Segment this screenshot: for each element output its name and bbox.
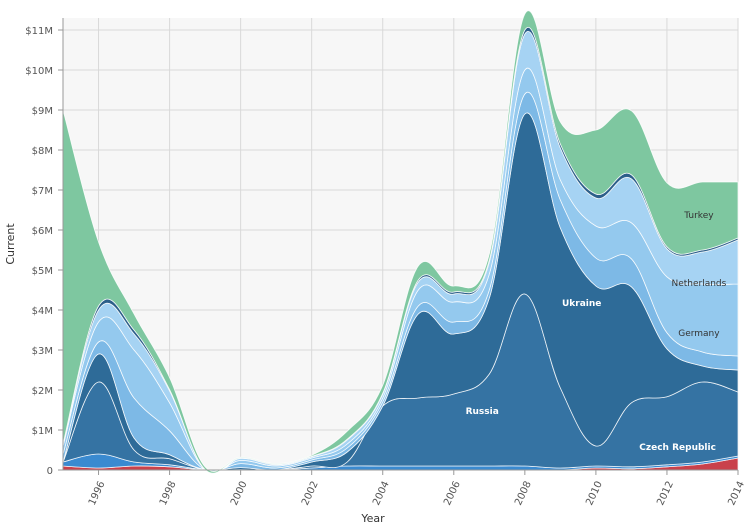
x-tick-label: 2008 (513, 480, 534, 508)
y-tick-label: $2M (32, 386, 53, 397)
x-tick-label: 1998 (158, 480, 179, 508)
y-tick-label: $11M (25, 26, 53, 37)
y-tick-label: $6M (32, 226, 53, 237)
y-axis-title: Current (4, 223, 17, 265)
y-tick-label: $4M (32, 306, 53, 317)
series-label-germany: Germany (678, 329, 720, 339)
x-tick-label: 2000 (229, 480, 250, 508)
series-label-turkey: Turkey (683, 211, 714, 221)
area-series-turkey[interactable] (62, 10, 739, 474)
y-tick-label: 0 (47, 466, 53, 477)
series-labels: Czech Republic Russia Ukraine Germany Nether… (466, 211, 727, 453)
x-tick-label: 1996 (87, 480, 108, 508)
x-tick-label: 2004 (371, 480, 392, 508)
y-tick-label: $1M (32, 426, 53, 437)
x-tick-label: 2014 (726, 480, 747, 508)
series-label-czech-republic: Czech Republic (639, 443, 716, 453)
y-tick-label: $7M (32, 186, 53, 197)
series-label-netherlands: Netherlands (671, 279, 726, 289)
x-tick-label: 2010 (584, 480, 605, 508)
series-label-russia: Russia (466, 407, 499, 417)
y-tick-label: $10M (25, 66, 53, 77)
y-tick-label: $5M (32, 266, 53, 277)
y-tick-label: $9M (32, 106, 53, 117)
x-axis-title: Year (360, 512, 385, 525)
y-tick-label: $8M (32, 146, 53, 157)
series-label-ukraine: Ukraine (562, 299, 601, 309)
y-tick-label: $3M (32, 346, 53, 357)
x-tick-label: 2006 (442, 480, 463, 508)
x-tick-label: 2012 (655, 480, 676, 508)
x-tick-label: 2002 (300, 480, 321, 508)
